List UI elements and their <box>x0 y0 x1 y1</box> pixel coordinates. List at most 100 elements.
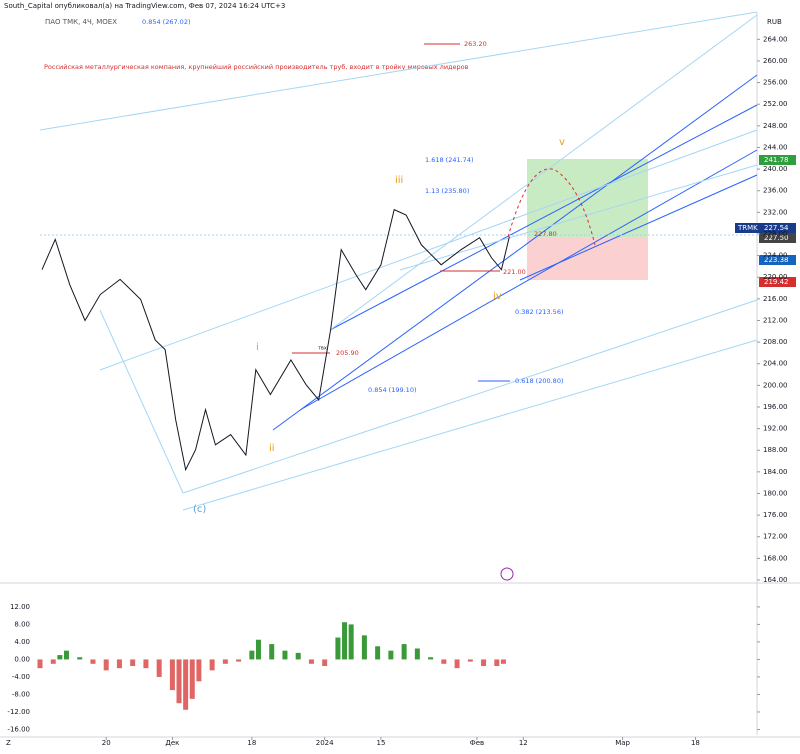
badge <box>759 233 796 243</box>
y-tick-label: 220.00 <box>763 273 788 281</box>
histogram-bar <box>50 659 56 664</box>
badge-text: 241.78 <box>764 156 789 164</box>
badge <box>735 223 762 233</box>
y-tick-label: 184.00 <box>763 468 788 476</box>
histogram-bar <box>414 648 420 660</box>
wave-label: (c) <box>193 504 206 515</box>
event-icon[interactable] <box>500 567 514 581</box>
annotation: 227.80 <box>534 230 557 238</box>
histogram-bar <box>176 659 182 704</box>
y-tick-label: 204.00 <box>763 360 788 368</box>
description-text: Российская металлургическая компания, кр… <box>44 63 469 71</box>
description: Российская металлургическая компания, кр… <box>44 63 469 71</box>
histogram-bar <box>255 639 261 660</box>
histogram-bar <box>348 624 354 660</box>
currency: RUB <box>767 18 782 26</box>
histogram-bar <box>183 659 189 710</box>
fan-line <box>99 309 184 494</box>
histogram-bar <box>481 659 487 666</box>
annotation: твх <box>318 346 327 352</box>
y-tick-label: 252.00 <box>763 100 788 108</box>
fib-label: 0.618 (200.80) <box>515 377 564 385</box>
histogram-bar <box>342 622 348 660</box>
histogram-bar <box>77 657 83 660</box>
histogram-bar <box>90 659 96 664</box>
price-line <box>41 208 510 472</box>
histogram-bar <box>269 644 275 660</box>
histogram-bar <box>103 659 109 671</box>
x-tick-label: Дек <box>165 739 179 747</box>
histogram-bar <box>454 659 460 669</box>
histogram-bar <box>236 659 242 662</box>
stop-zone <box>527 237 648 280</box>
histogram-bar <box>63 650 69 660</box>
y-tick-label: 232.00 <box>763 208 788 216</box>
x-tick-label: Фев <box>470 739 484 747</box>
annotation: 263.20 <box>464 40 487 48</box>
trend-lines <box>39 11 758 511</box>
wave-label: iii <box>395 175 403 186</box>
histogram-bar <box>116 659 122 669</box>
y-tick-label: 172.00 <box>763 533 788 541</box>
footer-label: Z <box>6 739 11 747</box>
histogram-bar <box>169 659 175 691</box>
x-tick-label: 15 <box>376 739 385 747</box>
fib-label: 0.854 (267.02) <box>142 18 191 26</box>
y-tick-label: -12.00 <box>7 708 30 716</box>
y-tick-label: 0.00 <box>14 655 30 663</box>
y-tick-label: 4.00 <box>14 638 30 646</box>
y-tick-label: 260.00 <box>763 57 788 65</box>
histogram-bar <box>500 659 506 664</box>
wave-label: i <box>256 342 259 353</box>
fan-line <box>39 11 758 131</box>
author-line: South_Capital опубликовал(а) на TradingV… <box>4 2 285 10</box>
fib-label: 1.13 (235.80) <box>425 187 469 195</box>
y-tick-label: -8.00 <box>12 690 30 698</box>
y-tick-label: -16.00 <box>7 725 30 733</box>
channel-line <box>329 104 758 331</box>
fib-label: 0.382 (213.56) <box>515 308 564 316</box>
channel-line <box>299 149 758 411</box>
fan-line <box>182 299 758 494</box>
y-tick-label: 216.00 <box>763 295 788 303</box>
histogram-bar <box>130 659 136 666</box>
fan-line <box>399 164 758 271</box>
y-tick-label: 212.00 <box>763 316 788 324</box>
y-tick-label: 208.00 <box>763 338 788 346</box>
histogram-bar <box>282 650 288 660</box>
fan-line <box>182 339 758 511</box>
x-tick-label: 20 <box>102 739 111 747</box>
y-tick-label: 236.00 <box>763 187 788 195</box>
y-tick-label: 200.00 <box>763 381 788 389</box>
y-tick-label: 8.00 <box>14 620 30 628</box>
y-tick-label: 176.00 <box>763 511 788 519</box>
histogram-bar <box>335 637 341 660</box>
histogram-bar <box>322 659 328 666</box>
histogram-bar <box>494 659 500 666</box>
histogram-bar <box>401 644 407 660</box>
histogram-bar <box>156 659 162 677</box>
histogram-bar <box>209 659 215 671</box>
badge-text: TRMK <box>737 224 758 232</box>
channel-line <box>272 74 758 431</box>
badge <box>759 277 796 287</box>
x-tick-label: 18 <box>247 739 256 747</box>
symbol-title: ПАО ТМК, 4Ч, MOEX <box>45 18 117 26</box>
histogram-bar <box>249 650 255 660</box>
histogram-bar <box>308 659 314 664</box>
histogram-bar <box>143 659 149 669</box>
y-tick-label: 192.00 <box>763 425 788 433</box>
histogram-bar <box>441 659 447 664</box>
x-tick-label: 2024 <box>316 739 334 747</box>
histogram-bar <box>375 646 381 660</box>
wave-label: v <box>559 137 565 148</box>
wave-label: ii <box>269 443 275 454</box>
y-tick-label: 12.00 <box>10 603 30 611</box>
y-tick-label: 248.00 <box>763 122 788 130</box>
badge-text: 227.54 <box>764 224 789 232</box>
histogram-bar <box>57 655 63 660</box>
badge-text: 219.42 <box>764 278 789 286</box>
y-tick-label: 228.00 <box>763 230 788 238</box>
histogram-bar <box>222 659 228 664</box>
